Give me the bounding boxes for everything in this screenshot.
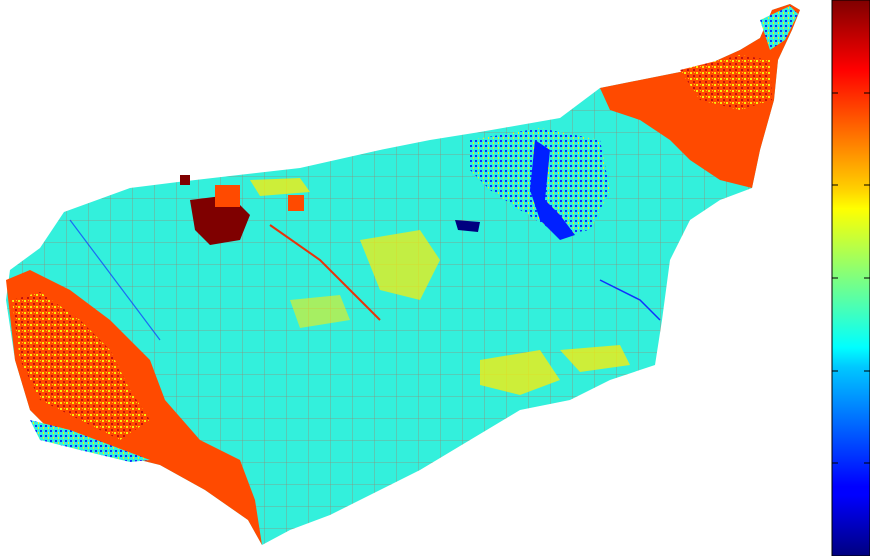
northeast-speckle	[680, 55, 772, 110]
yellow-patch-1	[360, 230, 440, 300]
yellow-patch-4	[290, 295, 350, 328]
northeast-tip-blue	[760, 6, 798, 50]
wetland-channel	[530, 140, 575, 240]
urban-block-1	[215, 185, 240, 207]
urban-block-2	[288, 195, 304, 211]
colorbar-ticks	[832, 92, 870, 464]
colorbar	[831, 0, 870, 556]
yellow-patch-2	[480, 350, 560, 395]
southwest-blue-patch	[30, 420, 150, 462]
yellow-patch-5	[250, 178, 310, 196]
stream-line-east	[599, 279, 661, 321]
river-line	[269, 224, 381, 321]
yellow-patch-3	[560, 345, 630, 372]
urban-core	[190, 195, 250, 245]
urban-block-3	[180, 175, 190, 185]
stream-line	[69, 219, 161, 341]
southwest-mountain-speckle	[12, 292, 150, 440]
small-lake	[455, 220, 480, 232]
colorbar-gradient	[831, 0, 870, 556]
